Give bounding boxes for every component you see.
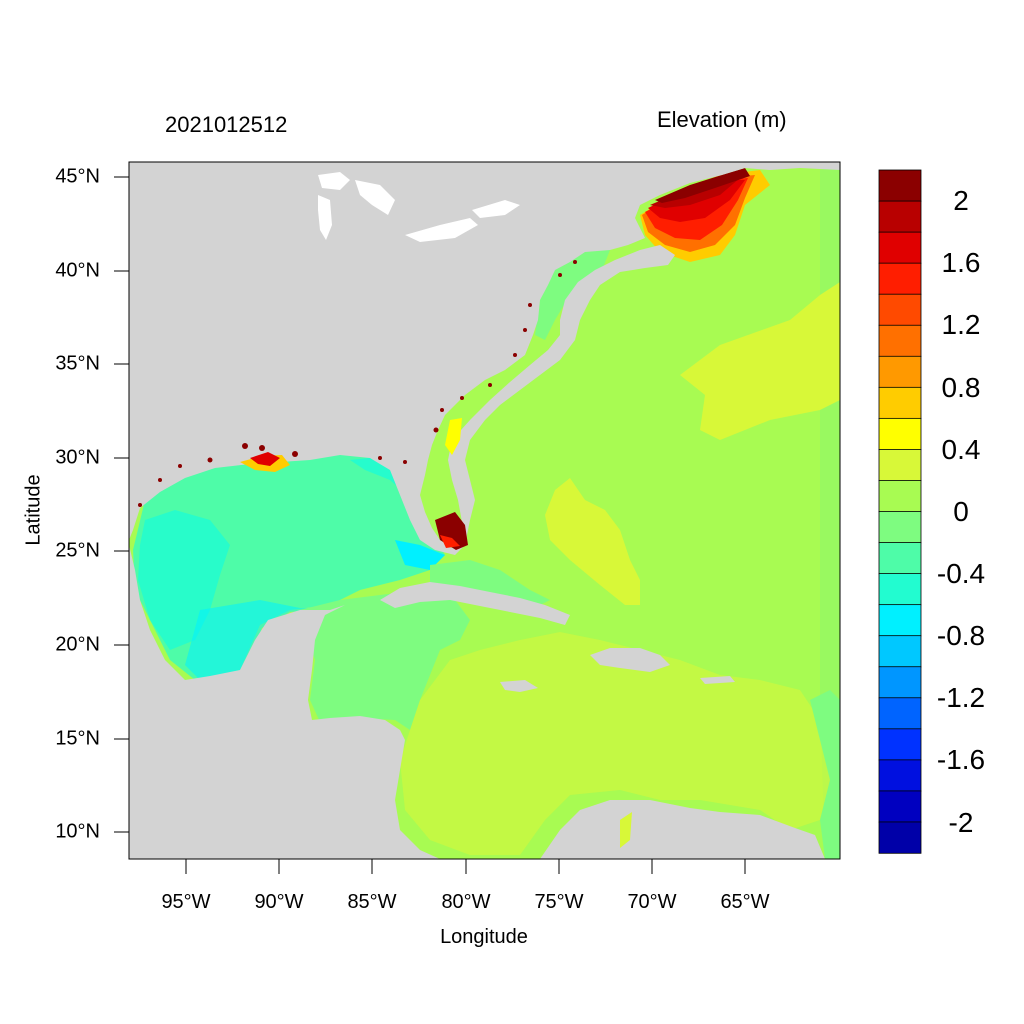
- colorbar-label: 1.2: [941, 309, 981, 340]
- colorbar-label: -0.8: [936, 620, 986, 651]
- colorbar-swatch: [878, 511, 922, 544]
- central-america: [129, 545, 440, 859]
- gulf-of-maine-surge: [640, 168, 770, 262]
- x-tick-label: 90°W: [254, 891, 304, 913]
- x-tick-label: 65°W: [720, 891, 770, 913]
- colorbar-label: -0.4: [936, 558, 986, 589]
- y-tick-label: 45°N: [55, 165, 100, 188]
- x-axis-label: Longitude: [440, 926, 528, 948]
- sw-florida-surge-edge: [440, 535, 460, 548]
- x-tick-label: 85°W: [347, 891, 397, 913]
- florida-bay-cyan: [395, 540, 445, 570]
- cuba-channel: [430, 560, 550, 605]
- x-tick-label: 70°W: [627, 891, 677, 913]
- y-tick-label: 35°N: [55, 352, 100, 375]
- great-lakes: [318, 172, 520, 242]
- colorbar-swatch: [878, 666, 922, 699]
- hispaniola: [590, 648, 670, 672]
- colorbar-label: 2: [953, 185, 969, 216]
- south-america: [540, 800, 825, 859]
- colorbar-swatch: [878, 231, 922, 264]
- land: [129, 162, 840, 859]
- colorbar-swatch: [878, 449, 922, 482]
- colorbar-swatch: [878, 293, 922, 326]
- colorbar-swatch: [878, 604, 922, 637]
- colorbar-swatch: [878, 790, 922, 823]
- bahamas-east-patch: [545, 478, 640, 605]
- north-america: [129, 162, 840, 555]
- colorbar-swatch: [878, 480, 922, 513]
- colorbar-label: 0: [953, 496, 969, 527]
- colorbar-swatch: [878, 324, 922, 357]
- antilles-east: [810, 690, 840, 859]
- colorbar: [878, 169, 922, 854]
- colorbar-swatch: [878, 417, 922, 451]
- y-tick-label: 20°N: [55, 633, 100, 656]
- colorbar-swatch: [878, 635, 922, 668]
- colorbar-label: 1.6: [941, 247, 981, 278]
- colorbar-swatch: [878, 821, 922, 854]
- map-area: [129, 162, 840, 859]
- colorbar-swatch: [878, 262, 922, 295]
- y-tick-label: 40°N: [55, 259, 100, 282]
- western-caribbean: [300, 590, 470, 730]
- y-axis-label: Latitude: [22, 474, 45, 546]
- colorbar-swatch: [878, 573, 922, 606]
- cuba: [380, 582, 570, 625]
- colorbar-swatch: [878, 697, 922, 730]
- x-tick-marks: [185, 859, 746, 874]
- colorbar-swatch: [878, 355, 922, 389]
- colorbar-swatch: [878, 759, 922, 792]
- y-tick-label: 10°N: [55, 820, 100, 843]
- x-tick-label: 75°W: [534, 891, 584, 913]
- colorbar-label: -2: [948, 807, 974, 838]
- x-tick-label: 80°W: [441, 891, 491, 913]
- x-tick-label: 95°W: [161, 891, 211, 913]
- colorbar-swatch: [878, 200, 922, 233]
- colorbar-swatch: [878, 386, 922, 420]
- louisiana-surge: [138, 443, 407, 507]
- plot-frame: [128, 161, 841, 860]
- time-label: 2021012512: [165, 112, 288, 137]
- colorbar-swatch: [878, 169, 922, 202]
- sargasso-patch: [680, 282, 840, 440]
- y-tick-label: 25°N: [55, 539, 100, 562]
- maracaibo: [620, 812, 632, 848]
- colorbar-label: -1.6: [936, 744, 986, 775]
- y-tick-marks: [114, 176, 129, 833]
- y-tick-label: 15°N: [55, 727, 100, 750]
- jamaica: [500, 680, 538, 692]
- georgia-yellow: [445, 418, 462, 455]
- colorbar-label: 0.8: [941, 372, 981, 403]
- colorbar-swatch: [878, 542, 922, 575]
- atlantic-coast-surge: [433, 260, 577, 433]
- colorbar-label: 0.4: [941, 434, 981, 465]
- colorbar-label: -1.2: [936, 682, 986, 713]
- variable-title: Elevation (m): [657, 107, 787, 132]
- campeche-cyan: [185, 600, 330, 680]
- puerto-rico: [700, 676, 735, 684]
- y-tick-label: 30°N: [55, 446, 100, 469]
- colorbar-swatch: [878, 728, 922, 761]
